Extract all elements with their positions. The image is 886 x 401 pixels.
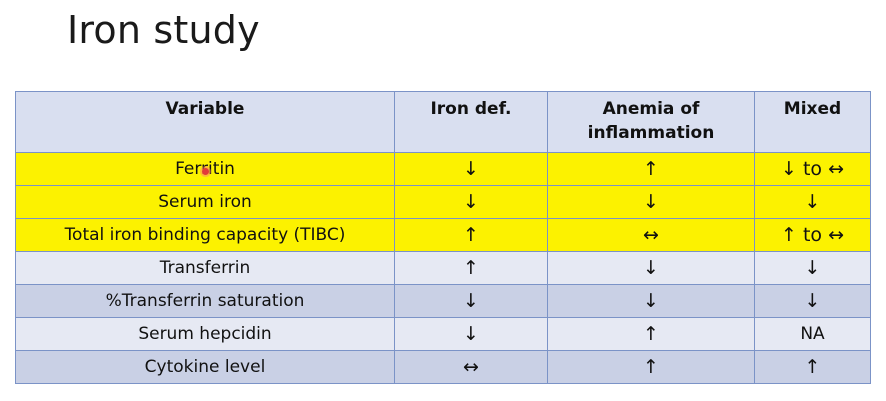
cell-iron-def: ↔ (394, 350, 548, 384)
header-iron-def: Iron def. (394, 91, 548, 153)
cell-iron-def: ↓ (394, 284, 548, 318)
cell-variable: Total iron binding capacity (TIBC) (15, 218, 395, 252)
pointer-cursor-icon (202, 168, 209, 175)
cell-mixed: ↓ to ↔ (754, 152, 871, 186)
iron-study-table: Variable Iron def. Anemia of inflammatio… (15, 91, 871, 384)
cell-mixed: ↑ (754, 350, 871, 384)
cell-variable: Transferrin (15, 251, 395, 285)
cell-iron-def: ↑ (394, 251, 548, 285)
cell-anemia: ↓ (547, 185, 755, 219)
cell-iron-def: ↓ (394, 185, 548, 219)
cell-variable: Serum iron (15, 185, 395, 219)
table-row: Ferritin ↓ ↑ ↓ to ↔ (15, 152, 871, 186)
table-row: Transferrin ↑ ↓ ↓ (15, 251, 871, 285)
cell-iron-def: ↑ (394, 218, 548, 252)
cell-mixed: ↑ to ↔ (754, 218, 871, 252)
cell-variable: %Transferrin saturation (15, 284, 395, 318)
table-row: %Transferrin saturation ↓ ↓ ↓ (15, 284, 871, 318)
cell-variable: Serum hepcidin (15, 317, 395, 351)
cell-anemia: ↓ (547, 284, 755, 318)
cell-iron-def: ↓ (394, 317, 548, 351)
cell-iron-def: ↓ (394, 152, 548, 186)
cell-anemia: ↑ (547, 317, 755, 351)
cell-anemia: ↑ (547, 350, 755, 384)
table-row: Serum hepcidin ↓ ↑ NA (15, 317, 871, 351)
cell-mixed: NA (754, 317, 871, 351)
header-mixed: Mixed (754, 91, 871, 153)
cell-mixed: ↓ (754, 284, 871, 318)
cell-mixed: ↓ (754, 185, 871, 219)
cell-anemia: ↓ (547, 251, 755, 285)
slide-title: Iron study (67, 8, 260, 52)
header-variable: Variable (15, 91, 395, 153)
table-row: Total iron binding capacity (TIBC) ↑ ↔ ↑… (15, 218, 871, 252)
table-header-row: Variable Iron def. Anemia of inflammatio… (15, 91, 871, 153)
header-anemia-of-inflammation: Anemia of inflammation (547, 91, 755, 153)
cell-mixed: ↓ (754, 251, 871, 285)
cell-anemia: ↔ (547, 218, 755, 252)
cell-variable: Ferritin (15, 152, 395, 186)
table-row: Serum iron ↓ ↓ ↓ (15, 185, 871, 219)
table-row: Cytokine level ↔ ↑ ↑ (15, 350, 871, 384)
cell-variable: Cytokine level (15, 350, 395, 384)
cell-anemia: ↑ (547, 152, 755, 186)
